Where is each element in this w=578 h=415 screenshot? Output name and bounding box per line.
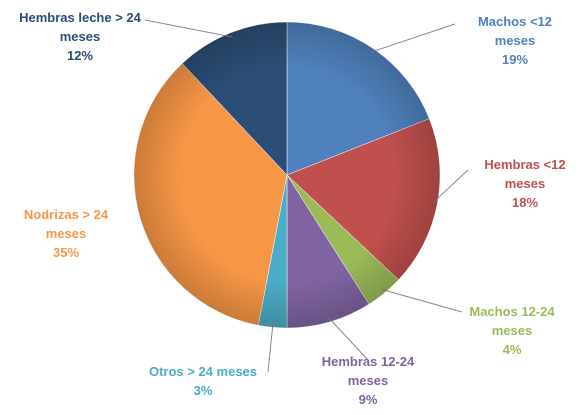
leader-line bbox=[267, 322, 274, 373]
leader-line bbox=[144, 19, 233, 38]
category-label: Machos <12 meses bbox=[477, 14, 553, 48]
data-label: Machos 12-24 meses 4% bbox=[462, 302, 562, 359]
data-label: Hembras 12-24 meses 9% bbox=[312, 352, 424, 409]
data-label: Nodrizas > 24 meses 35% bbox=[12, 205, 120, 262]
category-label: Hembras 12-24 meses bbox=[321, 354, 415, 388]
value-label: 12% bbox=[66, 48, 94, 63]
leader-line bbox=[381, 288, 463, 313]
leader-line bbox=[370, 23, 456, 53]
value-label: 9% bbox=[358, 392, 378, 407]
category-label: Nodrizas > 24 meses bbox=[23, 207, 109, 241]
category-label: Machos 12-24 meses bbox=[469, 304, 555, 338]
value-label: 35% bbox=[52, 245, 80, 260]
category-label: Hembras leche > 24 meses bbox=[19, 10, 141, 44]
value-label: 3% bbox=[193, 383, 213, 398]
data-label: Machos <12 meses 19% bbox=[469, 12, 561, 69]
value-label: 19% bbox=[501, 52, 529, 67]
data-label: Hembras leche > 24 meses 12% bbox=[18, 8, 142, 65]
category-label: Otros > 24 meses bbox=[148, 364, 258, 379]
data-label: Hembras <12 meses 18% bbox=[475, 155, 575, 212]
value-label: 18% bbox=[511, 195, 539, 210]
category-label: Hembras <12 meses bbox=[484, 157, 566, 191]
value-label: 4% bbox=[502, 342, 522, 357]
data-label: Otros > 24 meses 3% bbox=[128, 362, 278, 400]
